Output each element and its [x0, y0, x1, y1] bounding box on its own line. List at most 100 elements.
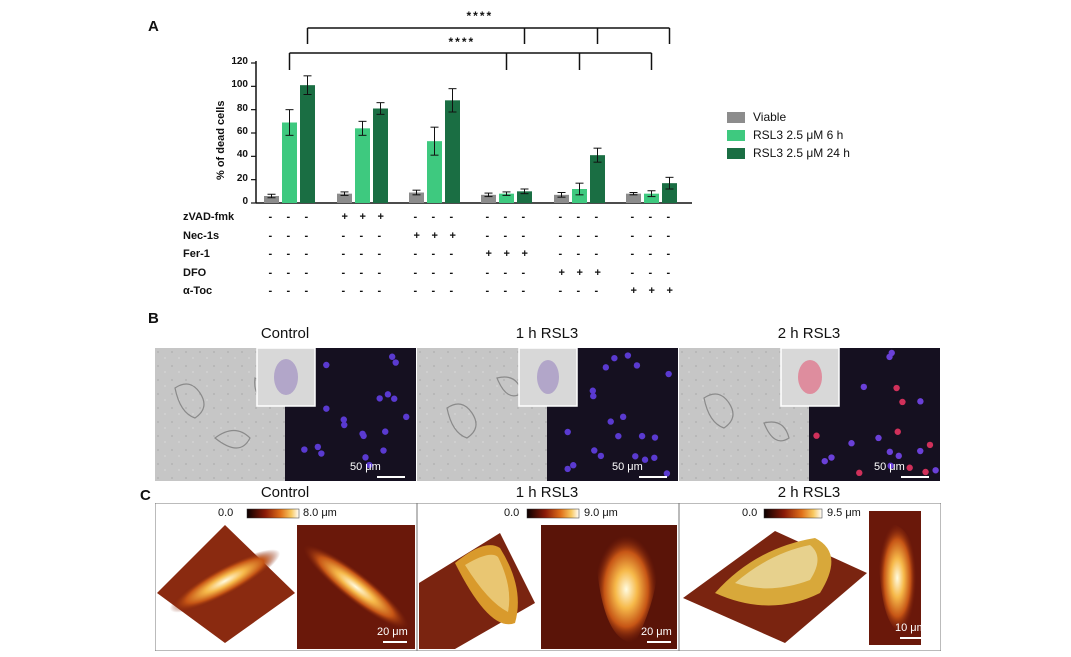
nucleus — [821, 457, 828, 465]
treatment-mark: - — [576, 211, 581, 223]
treatment-mark: - — [268, 211, 273, 223]
afm-images — [155, 503, 941, 651]
treatment-mark: - — [268, 248, 273, 260]
treatment-label: Fer-1 — [183, 248, 210, 260]
nucleus — [886, 353, 893, 361]
treatment-mark: - — [666, 266, 671, 279]
nucleus — [638, 432, 646, 440]
treatment-mark: - — [286, 285, 291, 297]
bar — [517, 191, 532, 203]
colorbar-min-control: 0.0 — [218, 507, 234, 519]
treatment-mark: + — [413, 229, 420, 242]
colorbar-max-control: 8.0 μm — [303, 507, 337, 519]
treatment-mark: - — [413, 285, 418, 297]
treatment-mark: - — [359, 285, 364, 297]
nucleus — [856, 469, 863, 477]
nucleus — [899, 398, 906, 406]
bar — [499, 193, 514, 203]
treatment-mark: - — [630, 266, 635, 279]
legend-swatch — [727, 111, 745, 123]
nucleus — [641, 456, 649, 463]
treatment-mark: - — [485, 211, 490, 223]
treatment-mark: - — [359, 229, 364, 242]
treatment-mark: - — [304, 285, 309, 297]
nucleus — [615, 432, 622, 440]
legend-item-rsl3-6h: RSL3 2.5 μM 6 h — [727, 126, 850, 144]
treatment-mark: + — [485, 248, 492, 260]
treatment-mark: + — [449, 229, 456, 242]
treatment-mark: - — [359, 266, 364, 279]
nucleus — [340, 416, 347, 423]
nucleus — [602, 364, 610, 371]
bar — [264, 196, 279, 203]
treatment-mark: - — [503, 229, 508, 242]
treatment-mark: - — [341, 266, 346, 279]
nucleus — [366, 461, 373, 469]
treatment-mark: - — [558, 211, 563, 223]
treatment-mark: + — [666, 285, 673, 297]
nucleus — [323, 405, 330, 412]
treatment-mark: - — [594, 285, 599, 297]
bar — [644, 193, 659, 203]
scalebar-label: 50 μm — [612, 461, 643, 473]
bar — [300, 85, 315, 203]
nucleus — [391, 395, 398, 402]
bar — [427, 141, 442, 203]
nucleus — [875, 434, 882, 442]
y-tick-label: 20 — [236, 172, 248, 184]
treatment-label: zVAD-fmk — [183, 211, 235, 223]
scalebar — [901, 476, 929, 478]
colorbar-max-1h: 9.0 μm — [584, 507, 618, 519]
legend-swatch — [727, 147, 745, 159]
treatment-mark: - — [431, 285, 436, 297]
treatment-mark: - — [485, 229, 490, 242]
treatment-mark: - — [377, 248, 382, 260]
scalebar — [639, 476, 667, 478]
afm-scalebar-label: 10 μm — [895, 622, 926, 634]
nucleus — [362, 454, 369, 461]
nucleus — [633, 362, 641, 369]
nucleus — [597, 452, 605, 460]
treatment-mark: - — [431, 266, 436, 279]
treatment-mark: - — [558, 229, 563, 242]
treatment-mark: - — [449, 211, 454, 223]
treatment-mark: - — [521, 229, 526, 242]
nucleus — [813, 432, 820, 439]
nucleus — [893, 384, 900, 392]
treatment-mark: - — [648, 266, 653, 279]
nucleus — [651, 434, 659, 441]
afm-scalebar — [647, 641, 671, 643]
treatment-mark: + — [558, 266, 565, 279]
bar — [409, 192, 424, 203]
y-tick-label: 60 — [236, 126, 248, 137]
treatment-mark: + — [431, 229, 438, 242]
treatment-mark: + — [648, 285, 655, 297]
treatment-mark: - — [666, 211, 671, 223]
colorbar-max-2h: 9.5 μm — [827, 507, 861, 519]
treatment-mark: - — [413, 266, 418, 279]
treatment-mark: - — [377, 285, 382, 297]
treatment-mark: - — [286, 211, 291, 223]
nucleus — [388, 353, 396, 360]
treatment-mark: - — [485, 285, 490, 297]
nucleus — [314, 443, 322, 451]
scalebar-label: 50 μm — [350, 461, 381, 473]
nucleus — [392, 359, 399, 366]
bar — [662, 183, 677, 203]
treatment-mark: - — [341, 229, 346, 242]
nucleus — [926, 441, 934, 449]
nucleus — [860, 383, 868, 391]
treatment-mark: - — [268, 285, 273, 297]
treatment-mark: + — [359, 211, 366, 223]
afm-title-2h: 2 h RSL3 — [777, 484, 841, 501]
legend-label: RSL3 2.5 μM 6 h — [753, 128, 844, 142]
treatment-mark: - — [503, 211, 508, 223]
nucleus — [665, 370, 672, 378]
treatment-mark: - — [521, 211, 526, 223]
treatment-mark: - — [304, 211, 309, 223]
afm-scalebar-label: 20 μm — [377, 626, 408, 638]
panel-a-label: A — [148, 18, 159, 35]
treatment-mark: + — [594, 266, 601, 279]
nucleus — [589, 387, 597, 394]
treatment-mark: - — [377, 266, 382, 279]
